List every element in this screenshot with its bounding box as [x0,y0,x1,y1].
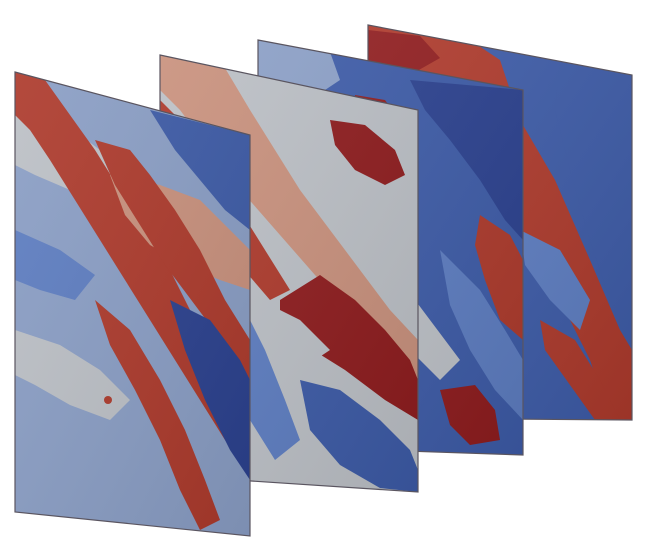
slice-1 [14,71,251,537]
slice-1-edge [14,71,251,537]
